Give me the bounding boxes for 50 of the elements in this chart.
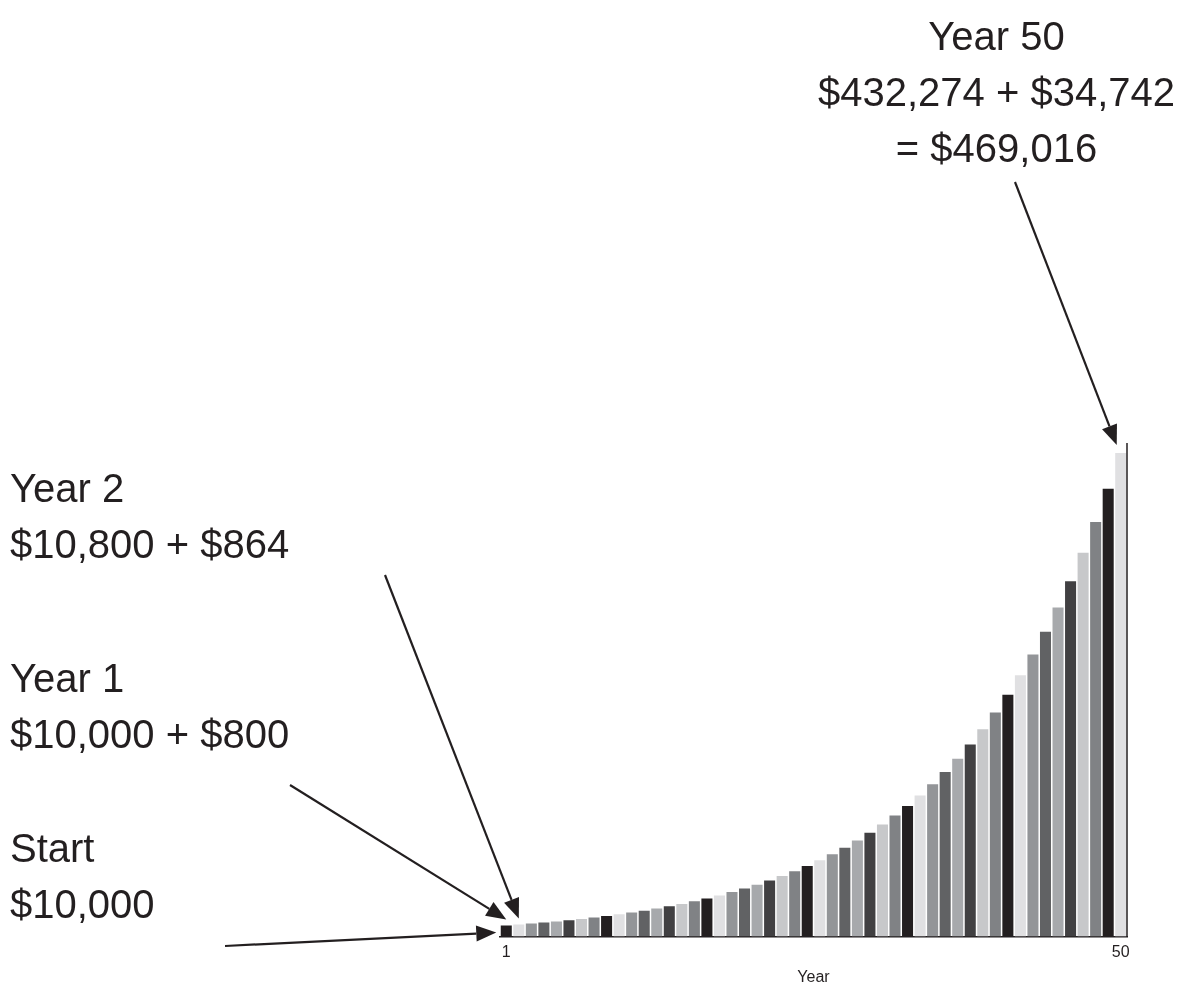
bar xyxy=(776,876,788,937)
bar xyxy=(638,910,650,937)
bar xyxy=(764,880,776,937)
bar xyxy=(876,824,888,937)
bar xyxy=(1052,607,1064,937)
text: Year 2 $10,800 + $864 xyxy=(10,465,290,568)
bar xyxy=(1039,631,1052,937)
text: Start $10,000 xyxy=(10,825,155,928)
bar xyxy=(538,922,550,937)
bar xyxy=(613,914,625,937)
bar xyxy=(789,871,801,937)
text: Year 50 $432,274 + $34,742 = $469,016 xyxy=(817,13,1175,172)
bar xyxy=(1027,654,1039,937)
bar xyxy=(751,884,763,937)
bar xyxy=(1065,581,1077,937)
bar xyxy=(889,815,901,937)
bar xyxy=(914,795,926,937)
bar xyxy=(864,832,876,937)
x-tick-label: 50 xyxy=(1111,942,1130,960)
bar xyxy=(927,784,939,937)
x-axis-title: Year xyxy=(797,967,831,985)
bar xyxy=(814,860,826,937)
bar xyxy=(739,888,751,937)
bar xyxy=(575,918,588,937)
bar xyxy=(588,917,600,937)
bar xyxy=(713,895,725,937)
bar xyxy=(1077,552,1089,937)
bar xyxy=(1115,453,1127,937)
text: Year 1 $10,000 + $800 xyxy=(10,655,290,758)
bar xyxy=(525,923,537,937)
bar xyxy=(1014,675,1026,937)
bar xyxy=(989,712,1001,937)
bar xyxy=(663,906,675,937)
bar xyxy=(688,901,700,937)
bar xyxy=(676,903,688,937)
bar xyxy=(626,912,638,937)
bar xyxy=(513,924,525,937)
x-tick-label: 1 xyxy=(501,942,511,960)
bar xyxy=(550,921,562,937)
bar xyxy=(1090,522,1102,937)
bar xyxy=(977,729,989,937)
bar xyxy=(939,771,951,937)
bar xyxy=(851,840,863,937)
bar xyxy=(726,892,738,937)
bar xyxy=(651,908,663,937)
bar xyxy=(964,744,976,937)
bar xyxy=(952,758,964,937)
bar xyxy=(826,854,838,937)
bar xyxy=(839,847,851,937)
bar xyxy=(563,920,575,937)
